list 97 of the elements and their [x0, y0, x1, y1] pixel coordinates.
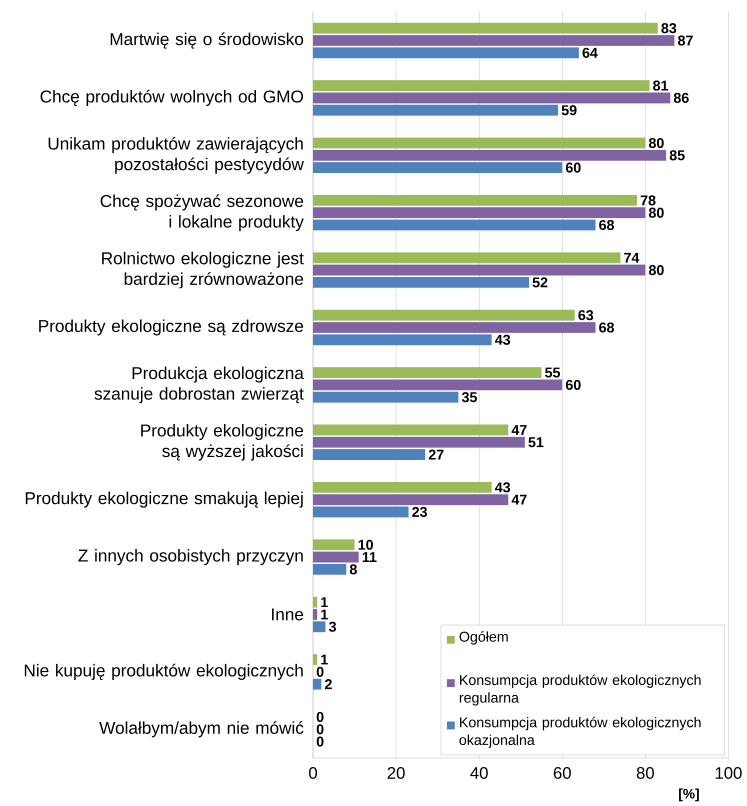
data-label: 86 — [674, 92, 689, 103]
bar — [313, 310, 575, 321]
bar — [313, 552, 359, 562]
bar — [313, 436, 525, 448]
x-tick-label: 80 — [636, 767, 654, 779]
data-label: 47 — [512, 494, 527, 505]
bar — [313, 104, 558, 116]
data-label: 35 — [462, 392, 477, 402]
bar — [313, 392, 458, 403]
data-label: 60 — [566, 162, 581, 173]
x-tick-label: 100 — [716, 767, 742, 779]
x-tick-label: 40 — [470, 767, 488, 779]
data-label: 1 — [321, 610, 328, 620]
data-label: 78 — [640, 195, 656, 206]
y-tick-label: Produkty ekologiczne smakują lepiej — [26, 492, 303, 508]
data-label: 11 — [362, 552, 376, 562]
data-label: 80 — [648, 138, 664, 148]
bar — [313, 596, 318, 608]
data-label: 0 — [316, 724, 324, 734]
data-label: 10 — [358, 540, 373, 550]
data-label: 0 — [316, 736, 324, 747]
bar — [313, 35, 674, 46]
bar — [313, 194, 638, 206]
y-tick-label: Rolnictwo ekologiczne jest bardziej zrównoważone — [102, 252, 304, 288]
bar — [313, 162, 562, 174]
bar — [313, 654, 318, 665]
bar — [313, 506, 409, 518]
bar — [313, 678, 322, 690]
bar — [313, 449, 426, 460]
bar — [313, 564, 346, 575]
y-tick-label: Chcę produktów wolnych od GMO — [40, 90, 304, 106]
bar — [313, 252, 620, 264]
bar — [313, 264, 646, 276]
data-label: 80 — [648, 208, 664, 218]
bar — [313, 494, 508, 506]
data-label: 59 — [562, 105, 577, 116]
data-label: 1 — [321, 654, 328, 664]
y-tick-label: Inne — [272, 608, 304, 620]
y-tick-label: Unikam produktów zawierających pozostałości pestycydów — [48, 136, 304, 174]
y-tick-label: Produkty ekologiczne są wyższej jakości — [141, 424, 304, 461]
data-label: 60 — [566, 380, 581, 390]
data-label: 80 — [648, 265, 664, 276]
y-tick-label: Z innych osobistych przyczyn — [78, 549, 303, 566]
data-label: 23 — [412, 506, 427, 518]
x-tick-label: 0 — [309, 767, 317, 779]
bar — [313, 424, 508, 436]
y-tick-label: Martwię się o środowisko — [110, 32, 304, 49]
bar — [313, 322, 596, 333]
data-label: 2 — [324, 679, 332, 690]
bar — [313, 92, 670, 104]
data-label: 27 — [428, 450, 444, 460]
data-label: 51 — [528, 437, 544, 448]
bar — [313, 621, 326, 632]
bar — [313, 220, 596, 230]
data-label: 3 — [328, 622, 336, 632]
x-tick-label: 20 — [388, 767, 405, 779]
y-tick-label: Produkty ekologiczne są zdrowsze — [39, 319, 304, 336]
data-label: 74 — [624, 252, 640, 263]
bar — [313, 482, 492, 493]
legend-label: Konsumpcja produktów ekologicznych okazjonalna — [459, 716, 701, 748]
bar — [313, 150, 666, 161]
data-label: 81 — [653, 80, 668, 91]
bar — [313, 138, 646, 148]
data-label: 83 — [661, 23, 676, 34]
y-tick-label: Produkcja ekologiczna szanuje dobrostan zwierząt — [94, 366, 304, 404]
data-label: 87 — [678, 35, 693, 46]
data-label: 0 — [316, 712, 324, 722]
bar — [313, 276, 530, 288]
x-axis-title: [%] — [679, 788, 699, 802]
data-label: 64 — [582, 48, 598, 58]
y-tick-label: Wolałbym/abym nie mówić — [99, 721, 304, 738]
bar — [313, 539, 355, 550]
bar — [313, 47, 579, 58]
bar — [313, 379, 562, 390]
bar — [313, 334, 492, 346]
legend-label: Ogółem — [460, 631, 508, 645]
data-label: 63 — [578, 310, 594, 320]
bar — [313, 80, 650, 92]
bar — [313, 367, 542, 378]
data-label: 68 — [599, 220, 614, 230]
y-tick-label: Nie kupuję produktów ekologicznych — [24, 664, 303, 680]
data-label: 8 — [350, 564, 357, 574]
data-label: 85 — [670, 150, 685, 160]
data-label: 43 — [494, 334, 510, 345]
bar — [313, 22, 658, 34]
x-tick-label: 60 — [554, 767, 571, 779]
data-label: 68 — [599, 322, 614, 333]
legend-label: Konsumpcja produktów ekologicznych regularna — [460, 674, 701, 706]
data-label: 1 — [321, 597, 328, 608]
data-label: 55 — [545, 368, 560, 378]
data-label: 52 — [532, 277, 548, 288]
data-label: 47 — [512, 425, 527, 435]
y-tick-label: Chcę spożywać sezonowe i lokalne produkty — [100, 194, 304, 232]
data-label: 0 — [316, 666, 324, 677]
bar — [313, 207, 646, 218]
bar — [313, 609, 318, 620]
data-label: 43 — [494, 482, 510, 492]
